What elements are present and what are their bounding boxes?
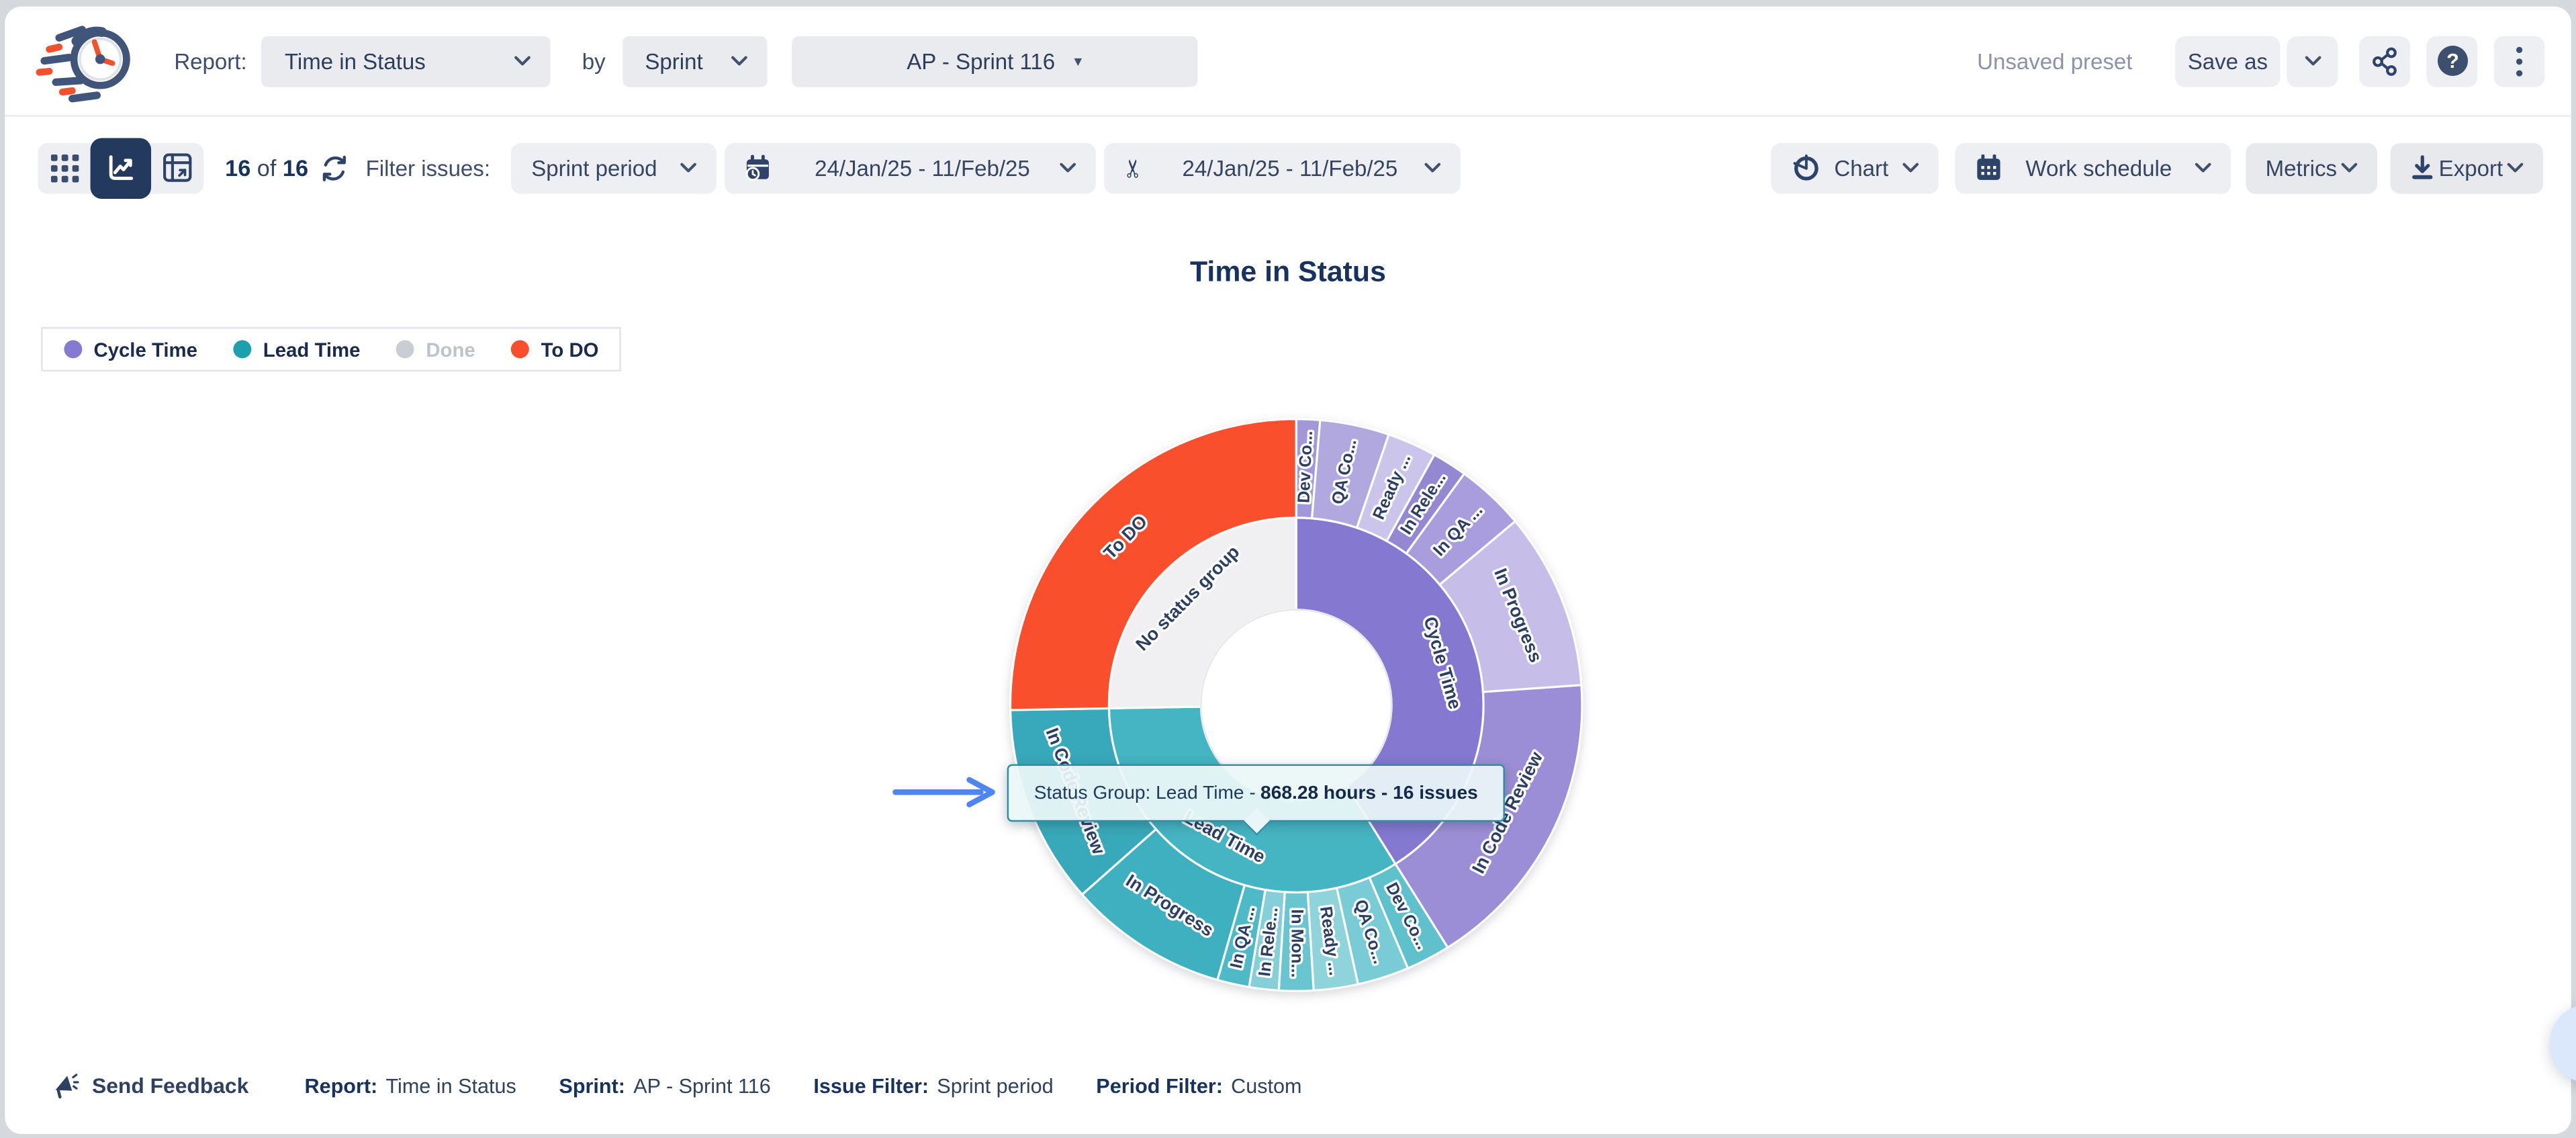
work-schedule-label: Work schedule [2025, 155, 2172, 180]
group-by-select[interactable]: Sprint [622, 35, 767, 87]
help-button[interactable]: ? [2426, 35, 2478, 87]
trim-period-select[interactable]: ✂ 24/Jan/25 - 11/Feb/25 [1104, 142, 1461, 193]
issue-filter-value: Sprint period [531, 155, 657, 180]
scissors-icon: ✂ [1120, 157, 1149, 178]
legend-item-cycle-time[interactable]: Cycle Time [64, 338, 197, 361]
count-of: of [257, 154, 277, 181]
issue-filter-select[interactable]: Sprint period [511, 142, 717, 193]
period-filter-value: 24/Jan/25 - 11/Feb/25 [815, 155, 1030, 180]
chart-type-select[interactable]: Chart [1771, 142, 1939, 193]
app-card: Report: Time in Status by Sprint AP - Sp… [5, 6, 2571, 1133]
meta-sprint: Sprint: AP - Sprint 116 [559, 1074, 771, 1097]
toolbar: 16 of 16 Filter issues: Sprint period [5, 117, 2571, 219]
chevron-down-icon [2304, 56, 2321, 66]
app-logo-stopwatch-icon [36, 26, 130, 103]
count-current: 16 [225, 154, 251, 181]
svg-text:?: ? [2446, 50, 2458, 73]
legend-dot-done [396, 340, 415, 359]
legend-dot-cycle-time [64, 340, 83, 359]
meta-issue-filter: Issue Filter: Sprint period [813, 1074, 1054, 1097]
chevron-down-icon [2341, 163, 2358, 173]
tooltip-value: 868.28 hours - 16 issues [1260, 783, 1478, 803]
caret-down-icon: ▼ [1071, 53, 1085, 69]
footer-meta: Report: Time in Status Sprint: AP - Sprint… [305, 1074, 1302, 1097]
chevron-down-icon [681, 163, 697, 173]
count-total: 16 [282, 154, 309, 181]
chart-type-label: Chart [1834, 155, 1889, 180]
trim-period-value: 24/Jan/25 - 11/Feb/25 [1182, 155, 1398, 180]
chevron-down-icon [2507, 163, 2524, 173]
share-icon [2373, 46, 2397, 75]
by-label: by [582, 48, 606, 73]
export-label: Export [2438, 155, 2503, 180]
sunburst-status-segment[interactable] [1009, 418, 1297, 711]
line-chart-icon [109, 154, 134, 179]
refresh-icon[interactable] [320, 154, 348, 182]
chevron-down-icon [514, 56, 531, 66]
view-switcher [38, 137, 204, 198]
chevron-down-icon [1060, 163, 1077, 173]
legend-label: To DO [541, 337, 599, 361]
legend-item-lead-time[interactable]: Lead Time [233, 337, 361, 361]
more-menu-button[interactable] [2493, 35, 2545, 87]
sprint-select[interactable]: AP - Sprint 116 ▼ [791, 35, 1197, 87]
issue-count: 16 of 16 [225, 155, 308, 181]
calendar-grid-icon [1977, 153, 2000, 179]
filter-issues-label: Filter issues: [365, 155, 491, 180]
chevron-down-icon [1425, 163, 1442, 173]
meta-period-filter: Period Filter: Custom [1096, 1074, 1302, 1097]
chart-area: Time in Status Cycle Time Lead Time Done… [5, 218, 2571, 1040]
save-options-button[interactable] [2287, 35, 2338, 87]
meta-report: Report: Time in Status [304, 1074, 516, 1097]
chevron-down-icon [2195, 163, 2211, 173]
legend-label: Lead Time [263, 337, 361, 361]
calendar-clock-icon [746, 154, 770, 180]
chart-title: Time in Status [1190, 255, 1386, 288]
header-divider [5, 115, 2571, 117]
chevron-down-icon [1902, 163, 1919, 173]
legend-dot-to-do [511, 340, 530, 359]
megaphone-icon [55, 1074, 79, 1099]
legend-item-done[interactable]: Done [396, 338, 475, 361]
download-icon [2412, 155, 2433, 179]
annotation-arrow-icon [892, 777, 995, 807]
group-by-value: Sprint [645, 48, 703, 73]
pivot-table-icon [163, 153, 192, 182]
metrics-select[interactable]: Metrics [2246, 142, 2377, 193]
report-select[interactable]: Time in Status [261, 35, 551, 87]
send-feedback-button[interactable]: Send Feedback [51, 1071, 248, 1100]
donut-chart-icon [1793, 154, 1819, 181]
chart-legend: Cycle Time Lead Time Done To DO [41, 326, 622, 371]
preset-status: Unsaved preset [1977, 48, 2133, 73]
report-label: Report: [174, 48, 247, 73]
grid-icon [50, 153, 79, 182]
pivot-view-button[interactable] [151, 142, 203, 193]
share-button[interactable] [2359, 35, 2410, 87]
header: Report: Time in Status by Sprint AP - Sp… [5, 7, 2571, 115]
work-schedule-select[interactable]: Work schedule [1955, 142, 2232, 193]
chevron-down-icon [730, 56, 747, 66]
kebab-menu-icon [2516, 46, 2523, 76]
sprint-select-value: AP - Sprint 116 [907, 48, 1056, 73]
grid-view-button[interactable] [38, 142, 90, 193]
tooltip-text: Status Group: Lead Time - [1033, 783, 1256, 803]
report-select-value: Time in Status [284, 48, 426, 73]
chart-view-button[interactable] [90, 137, 152, 198]
metrics-label: Metrics [2265, 155, 2338, 180]
save-as-button[interactable]: Save as [2175, 35, 2281, 87]
period-filter-select[interactable]: 24/Jan/25 - 11/Feb/25 [725, 142, 1097, 193]
legend-item-to-do[interactable]: To DO [511, 337, 599, 361]
chart-tooltip: Status Group: Lead Time - 868.28 hours -… [1007, 764, 1505, 836]
legend-label: Cycle Time [93, 337, 197, 361]
help-icon: ? [2436, 46, 2467, 77]
export-select[interactable]: Export [2390, 142, 2544, 193]
legend-label: Done [426, 337, 475, 361]
send-feedback-label: Send Feedback [92, 1073, 249, 1098]
footer: Send Feedback Report: Time in Status Spri… [5, 1048, 2571, 1133]
save-as-label: Save as [2187, 48, 2268, 73]
legend-dot-lead-time [233, 340, 252, 359]
